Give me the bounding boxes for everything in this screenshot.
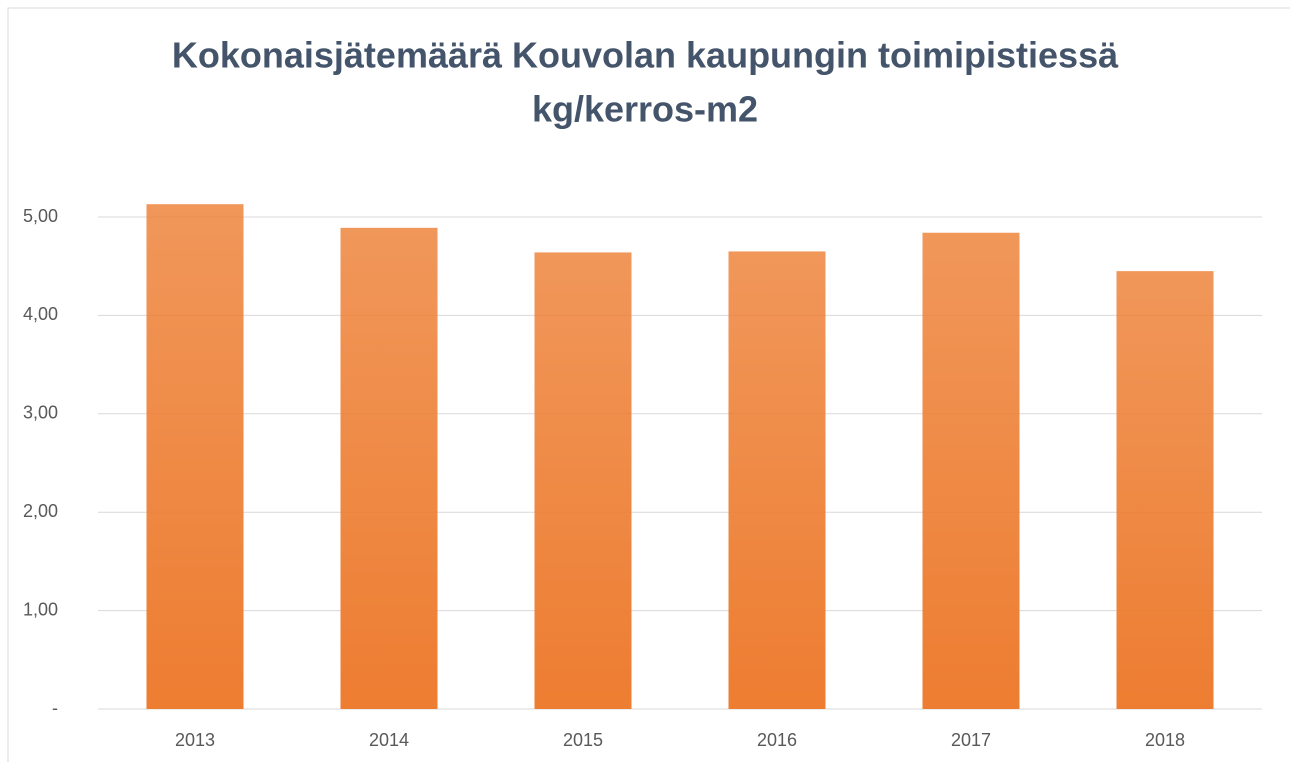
x-tick-label: 2014	[369, 730, 409, 750]
y-tick-label: 2,00	[23, 501, 58, 521]
chart-title: Kokonaisjätemäärä Kouvolan kaupungin toi…	[172, 35, 1119, 76]
bar	[340, 227, 438, 709]
x-tick-label: 2015	[563, 730, 603, 750]
y-tick-label: 3,00	[23, 403, 58, 423]
y-tick-label: 5,00	[23, 206, 58, 226]
y-tick-label: 1,00	[23, 599, 58, 619]
y-tick-label: -	[52, 698, 58, 718]
y-tick-label: 4,00	[23, 304, 58, 324]
bar	[728, 251, 826, 709]
bar	[534, 252, 632, 709]
chart-title: kg/kerros-m2	[532, 89, 758, 130]
x-tick-label: 2016	[757, 730, 797, 750]
x-tick-label: 2018	[1145, 730, 1185, 750]
x-tick-label: 2013	[175, 730, 215, 750]
bar	[922, 232, 1020, 709]
bar	[146, 204, 244, 709]
x-tick-label: 2017	[951, 730, 991, 750]
bar	[1116, 271, 1214, 709]
